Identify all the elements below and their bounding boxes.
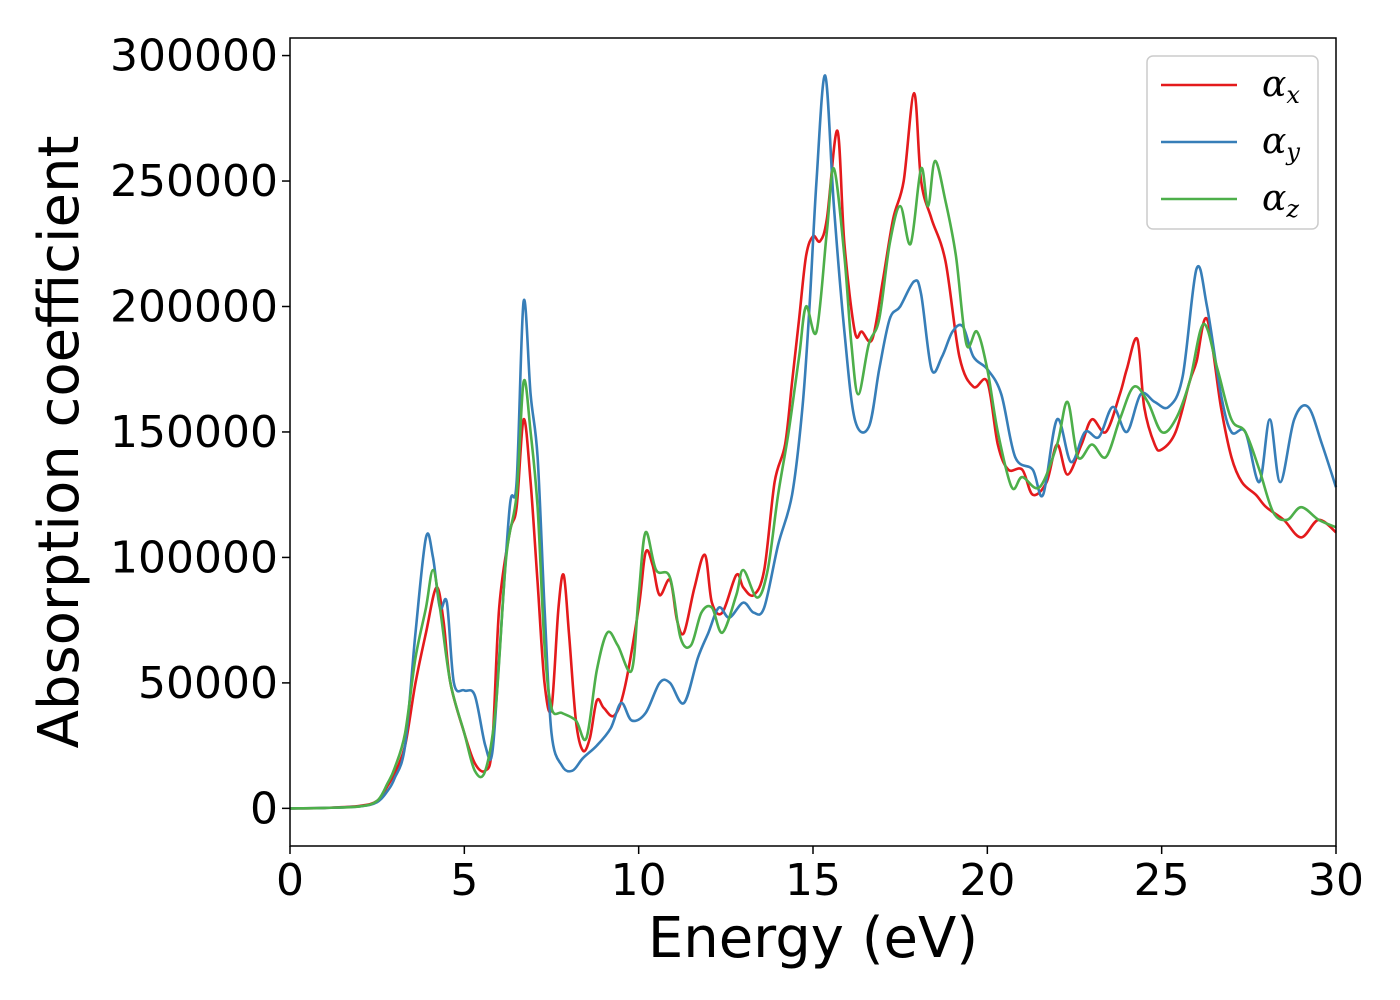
x-tick-label: 30 [1308,855,1364,906]
legend-label-z: αz [1262,178,1299,223]
y-axis: 0 50000 100000 150000 200000 250000 300000 [110,31,290,834]
y-axis-label: Absorption coefficient [27,136,92,749]
y-tick-label: 250000 [110,156,278,207]
y-tick-label: 300000 [110,31,278,82]
y-tick-label: 150000 [110,407,278,458]
y-tick-label: 50000 [138,658,278,709]
series-layer [289,74,1338,810]
y-tick-label: 100000 [110,532,278,583]
y-tick-label: 0 [250,783,278,834]
y-tick-label: 200000 [110,281,278,332]
x-tick-label: 5 [450,855,478,906]
x-tick-label: 10 [611,855,667,906]
x-tick-label: 20 [959,855,1015,906]
x-axis-label: Energy (eV) [648,906,978,971]
x-axis: 0 5 10 15 20 25 30 [276,846,1364,906]
x-tick-label: 25 [1134,855,1190,906]
x-tick-label: 0 [276,855,304,906]
x-tick-label: 15 [785,855,841,906]
series-line-z [289,159,1337,810]
